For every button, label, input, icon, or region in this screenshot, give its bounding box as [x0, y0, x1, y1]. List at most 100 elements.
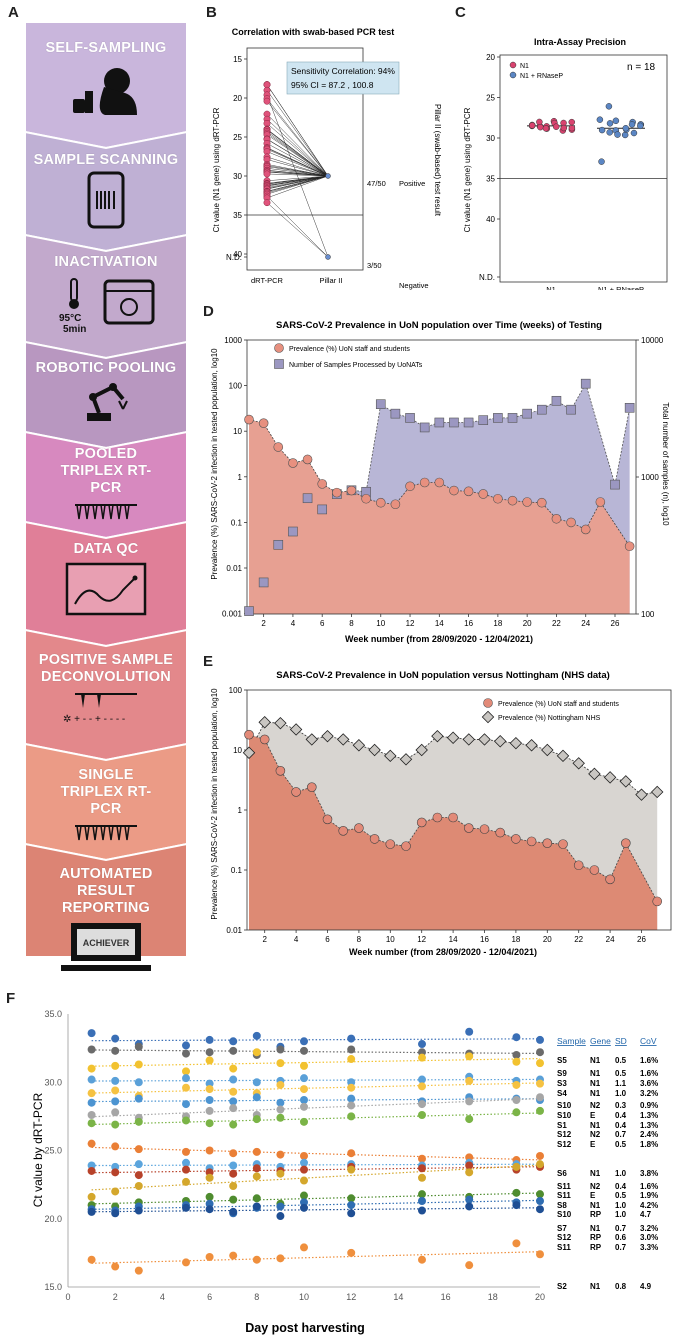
- uon-point: [620, 838, 631, 848]
- sample-point: [300, 1151, 308, 1160]
- panel-f-xlabel: Day post harvesting: [245, 1321, 364, 1335]
- uon-point: [385, 839, 396, 849]
- sample-point: [347, 1112, 356, 1121]
- sample-point: [111, 1262, 120, 1271]
- samples-point: [493, 413, 503, 423]
- sample-point: [205, 1085, 214, 1094]
- sample-point: [87, 1207, 96, 1216]
- robot-arm-icon: [87, 383, 128, 421]
- panel-b-right-label: Pillar II (swab-based) test result: [433, 104, 442, 217]
- y-tick-label: 30.0: [44, 1077, 62, 1087]
- sample-point: [300, 1102, 308, 1111]
- table-cell: 1.3%: [640, 1121, 658, 1130]
- prevalence-point: [624, 541, 635, 552]
- trend-line: [91, 1207, 541, 1213]
- sample-point: [276, 1098, 285, 1107]
- sample-point: [465, 1202, 474, 1211]
- sample-point: [252, 1093, 261, 1102]
- sample-point: [252, 1115, 261, 1124]
- panel-b-title: Correlation with swab-based PCR test: [232, 27, 395, 37]
- trend-line: [91, 1049, 541, 1055]
- prevalence-point: [346, 485, 357, 496]
- table-cell: 2.4%: [640, 1130, 658, 1139]
- y-tick-label: N.D.: [226, 253, 242, 262]
- table-cell: 0.7: [615, 1243, 627, 1252]
- oven-thermometer-icon: 95°C 5min: [59, 278, 155, 335]
- y-tick-label: 0.1: [231, 866, 243, 875]
- samples-point: [522, 408, 532, 419]
- area-fill: [249, 734, 658, 930]
- rnasep-point: [614, 131, 621, 138]
- y-tick-label: 100: [229, 382, 243, 391]
- correlation-line: [266, 148, 329, 177]
- sample-point: [111, 1034, 120, 1043]
- table-cell: N1: [590, 1069, 601, 1078]
- table-cell: 1.6%: [640, 1182, 658, 1191]
- x-tick-label: 18: [493, 619, 502, 628]
- sample-point: [205, 1192, 214, 1201]
- trend-line: [91, 1163, 541, 1167]
- legend-prevalence-marker: [274, 343, 284, 353]
- y-tick-label: 35: [233, 211, 242, 220]
- table-cell: 1.0: [615, 1210, 627, 1219]
- drt-pcr-point: [263, 199, 271, 207]
- panel-e-nhs-comparison-chart: SARS-CoV-2 Prevalence in UoN population …: [210, 670, 672, 957]
- step-title: POSITIVE SAMPLE DECONVOLUTION: [38, 652, 174, 685]
- samples-point: [288, 526, 298, 537]
- prevalence-point: [390, 499, 401, 510]
- x-tick-label: 16: [464, 619, 473, 628]
- sample-point: [512, 1188, 521, 1197]
- self-sampling-icon: [73, 68, 137, 115]
- table-cell: 4.9: [640, 1282, 652, 1291]
- y-tick-label: 30: [233, 172, 242, 181]
- sample-point: [276, 1080, 285, 1089]
- x-tick-label: dRT-PCR: [251, 276, 284, 285]
- uon-point: [307, 782, 317, 792]
- samples-point: [273, 539, 284, 550]
- uon-point: [322, 814, 333, 825]
- sample-point: [205, 1205, 214, 1214]
- step-title: SINGLE TRIPLEX RT-PCR: [60, 767, 152, 817]
- sample-point: [87, 1111, 96, 1120]
- samples-point: [478, 415, 489, 425]
- correlation-line: [266, 195, 329, 258]
- trend-line: [91, 1199, 541, 1210]
- sample-point: [276, 1254, 285, 1263]
- uon-point: [558, 839, 568, 849]
- rnasep-point: [621, 131, 629, 139]
- sample-point: [111, 1086, 120, 1095]
- table-cell: 3.8%: [640, 1169, 658, 1178]
- deconvolution-tubes-icon: ✲ + - - + - - - -: [63, 693, 137, 725]
- nhs-point: [305, 733, 319, 746]
- sample-point: [111, 1209, 120, 1218]
- correlation-line: [266, 101, 329, 177]
- uon-point: [479, 824, 490, 834]
- uon-point: [259, 734, 270, 745]
- trend-line: [91, 1098, 541, 1118]
- uon-point: [244, 729, 254, 740]
- pillar-negative-point: [325, 254, 331, 260]
- sample-point: [252, 1147, 261, 1156]
- sample-point: [111, 1187, 120, 1196]
- sample-point: [465, 1052, 474, 1061]
- trend-line: [91, 1078, 541, 1082]
- prevalence-point: [375, 497, 386, 508]
- y-right-tick-label: 1000: [641, 473, 659, 482]
- y-tick-label: 1: [238, 806, 243, 815]
- sample-point: [182, 1147, 190, 1156]
- x-tick-label: 14: [393, 1292, 403, 1302]
- sample-point: [252, 1194, 261, 1203]
- correlation-line: [266, 168, 329, 177]
- samples-point: [580, 378, 591, 389]
- table-cell: 3.0%: [640, 1233, 658, 1242]
- sample-point: [465, 1097, 474, 1106]
- correlation-line: [266, 202, 329, 258]
- sample-point: [182, 1100, 190, 1109]
- prevalence-point: [302, 454, 313, 465]
- panel-b-legend-line1: Sensitivity Correlation: 94%: [291, 66, 395, 76]
- panel-letter-a: A: [8, 4, 19, 21]
- prevalence-point: [507, 495, 518, 506]
- x-tick-label: 10: [299, 1292, 309, 1302]
- inactivation-time: 5min: [63, 324, 86, 333]
- panel-c-frame: [499, 54, 668, 283]
